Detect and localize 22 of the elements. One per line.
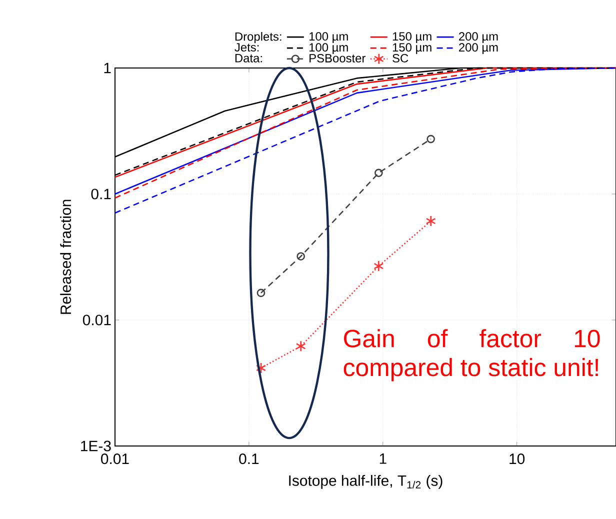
y-tick-label: 1E-3 — [81, 440, 111, 452]
y-tick-label: 0.1 — [91, 188, 111, 200]
x-tick-label: 0.1 — [239, 454, 259, 464]
x-axis-title: Isotope half-life, T$_{1/2}$ (s) — [289, 474, 442, 489]
legend-label: SC — [392, 54, 408, 62]
x-tick-label: 0.01 — [101, 454, 129, 464]
text: Droplets: — [235, 32, 282, 44]
y-tick-label: 0.01 — [82, 314, 111, 326]
legend-label: 100 µm — [309, 43, 348, 54]
annotation: Gain of factor 10 compared to static unit! — [344, 329, 600, 382]
legend-label: PSBooster — [310, 54, 366, 62]
text: Jets: — [234, 43, 259, 52]
x-tick-label: 1 — [380, 454, 386, 464]
x-tick-label: 10 — [510, 454, 525, 464]
y-axis-title: Released fraction — [60, 200, 72, 314]
legend-label: 150 µm — [392, 32, 432, 43]
legend-label: 200 µm — [459, 32, 498, 43]
legend-label: 200 µm — [459, 43, 498, 54]
legend-label: 150 µm — [392, 43, 432, 54]
y-tick-label: 1 — [104, 62, 111, 74]
text: Data: — [235, 54, 262, 62]
legend-label: 100 µm — [309, 32, 348, 43]
